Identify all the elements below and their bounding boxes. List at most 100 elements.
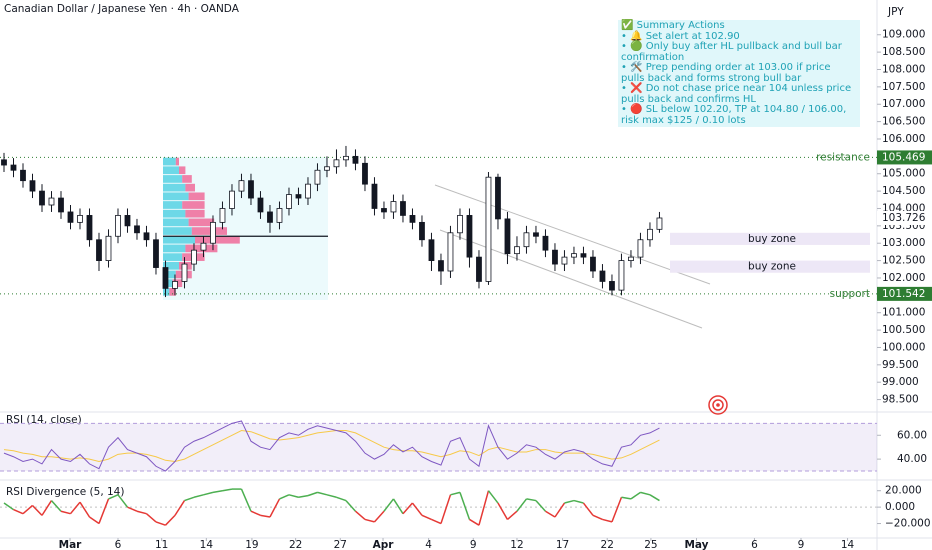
divergence-segment [155,521,166,526]
candle-body [219,208,226,223]
y-tick-label: 108.000 [882,63,925,75]
divergence-segment [203,491,214,496]
divergence-segment [411,502,423,516]
candle-body [143,232,150,241]
x-tick-label: 25 [644,539,657,550]
x-tick-label: 19 [245,539,258,550]
candle-body [181,263,188,282]
divergence-segment [640,491,651,496]
level-name: resistance [816,151,870,163]
y-tick-label: 60.00 [897,429,927,441]
candle-body [67,211,74,223]
y-tick-label: 102.500 [882,255,925,267]
profile-down [185,183,195,192]
target-icon [708,395,728,415]
divergence-segment [487,490,499,504]
divergence-segment [136,510,147,515]
divergence-segment [250,510,261,517]
candle-body [571,253,577,258]
divergence-segment [164,514,176,526]
divergence-segment [516,498,528,512]
divergence-segment [279,494,290,500]
x-tick-label: 6 [751,539,758,550]
divergence-segment [582,502,594,516]
divergence-segment [421,514,432,521]
divergence-segment [450,491,461,496]
y-tick-label: 106.500 [882,116,925,128]
candle-body [504,218,511,255]
candle-body [362,162,368,185]
candle-body [172,281,178,289]
divergence-segment [497,502,509,520]
price-box-label: 101.542 [882,288,925,300]
chart-title: Canadian Dollar / Japanese Yen · 4h · OA… [4,3,240,15]
candle-body [542,235,549,251]
candle-body [514,246,520,255]
profile-up [163,175,183,183]
divergence-segment [98,498,110,524]
divergence-segment [354,510,366,521]
candle-body [561,256,568,265]
candle-body [419,221,425,241]
candle-body [248,180,254,199]
divergence-segment [392,498,404,515]
candle-body [10,164,17,171]
target-icon [716,403,720,407]
divergence-segment [621,496,632,500]
candle-body [523,232,530,248]
candle-body [628,256,634,261]
rsi-band [0,423,877,472]
candle-body [314,169,321,185]
candle-body [618,260,625,291]
candle-body [238,180,245,192]
y-tick-label: 100.000 [882,341,925,353]
candle-body [343,155,349,161]
price-box [877,150,932,165]
profile-up [163,244,186,253]
price-box [877,286,932,301]
divergence-segment [326,494,337,499]
divergence-segment [127,506,138,512]
divergence-segment [60,510,71,515]
candle-body [656,217,663,230]
candle-body [267,211,273,223]
summary-line: • 🔔 Set alert at 102.90 [621,30,740,42]
x-tick-label: 14 [841,539,855,550]
y-tick-label: 99.000 [882,376,919,388]
y-tick-label: 104.500 [882,185,925,197]
divergence-segment [222,488,233,492]
x-tick-label: 9 [470,539,477,550]
candle-body [124,215,131,227]
profile-up [163,235,195,244]
candle-body [305,183,311,199]
candle-body [495,176,501,220]
profile-down [182,201,205,209]
profile-down [188,218,215,227]
divergence-segment [545,510,556,518]
y-tick-label: 98.500 [882,394,919,406]
divergence-segment [602,518,613,523]
candle-body [447,232,454,272]
candle-body [390,201,397,213]
divergence-segment [174,500,186,516]
y-tick-label: 40.00 [897,453,927,465]
candle-body [381,208,387,213]
divergence-segment [108,494,119,500]
divergence-segment [3,502,14,511]
candle-body [428,239,435,261]
candle-body [466,215,473,258]
summary-box: ✅ Summary Actions • 🔔 Set alert at 102.90… [618,20,860,127]
divergence-segment [564,499,575,504]
profile-up [163,253,183,261]
divergence-segment [440,494,452,524]
y-tick-label: 108.500 [882,46,925,58]
profile-up [163,218,189,227]
divergence-segment [554,502,566,518]
y-tick-label: 103.000 [882,237,925,249]
x-tick-label: 12 [510,539,523,550]
profile-up [163,201,183,209]
divergence-segment [373,510,385,523]
candle-body [105,235,112,261]
divergence-segment [469,518,480,526]
